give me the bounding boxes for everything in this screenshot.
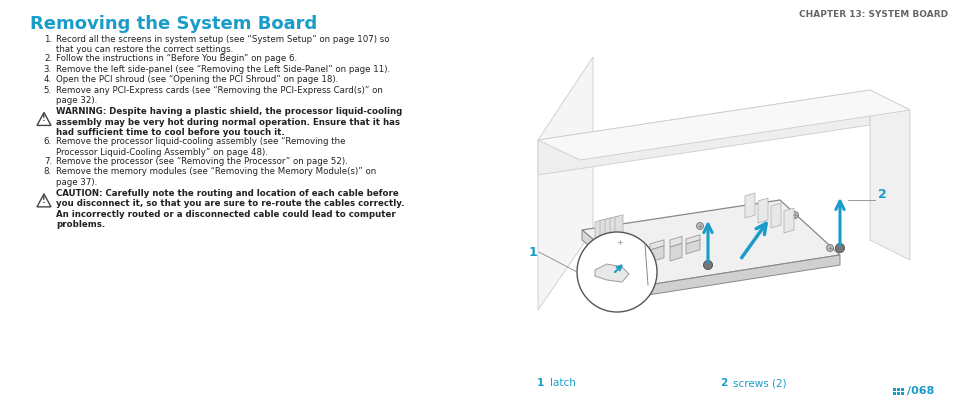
Polygon shape <box>647 255 840 295</box>
Circle shape <box>825 245 833 251</box>
Text: Remove the processor (see “Removing the Processor” on page 52).: Remove the processor (see “Removing the … <box>56 157 348 166</box>
Circle shape <box>702 260 712 270</box>
Text: Open the PCI shroud (see “Opening the PCI Shroud” on page 18).: Open the PCI shroud (see “Opening the PC… <box>56 75 338 85</box>
Text: screws (2): screws (2) <box>732 378 786 388</box>
Circle shape <box>835 243 843 253</box>
Text: 1: 1 <box>537 378 543 388</box>
Polygon shape <box>758 198 767 223</box>
Text: 1.: 1. <box>44 35 52 44</box>
Text: Remove the memory modules (see “Removing the Memory Module(s)” on
page 37).: Remove the memory modules (see “Removing… <box>56 167 375 187</box>
Polygon shape <box>685 235 700 244</box>
Text: Record all the screens in system setup (see “System Setup” on page 107) so
that : Record all the screens in system setup (… <box>56 35 389 54</box>
Text: 7.: 7. <box>44 157 52 166</box>
Polygon shape <box>649 246 663 262</box>
Text: !: ! <box>42 114 46 123</box>
Polygon shape <box>537 90 869 175</box>
Text: 8.: 8. <box>44 167 52 177</box>
Polygon shape <box>581 200 840 285</box>
Polygon shape <box>609 216 618 237</box>
Polygon shape <box>669 237 681 247</box>
Polygon shape <box>783 208 793 233</box>
Polygon shape <box>649 240 663 250</box>
Polygon shape <box>537 57 593 310</box>
Text: 4.: 4. <box>44 75 52 85</box>
Text: Follow the instructions in “Before You Begin” on page 6.: Follow the instructions in “Before You B… <box>56 54 296 64</box>
Text: !: ! <box>42 196 46 205</box>
Polygon shape <box>537 90 909 160</box>
Bar <box>892 388 895 391</box>
Text: Removing the System Board: Removing the System Board <box>30 15 317 33</box>
Bar <box>896 392 899 395</box>
Polygon shape <box>604 217 613 238</box>
Circle shape <box>616 239 623 245</box>
Polygon shape <box>581 230 647 295</box>
Bar <box>896 388 899 391</box>
Text: /068: /068 <box>906 386 933 396</box>
Text: 2: 2 <box>720 378 726 388</box>
Bar <box>900 388 903 391</box>
Polygon shape <box>869 90 909 260</box>
Text: latch: latch <box>550 378 576 388</box>
Text: 6.: 6. <box>44 137 52 146</box>
Text: Remove any PCI-Express cards (see “Removing the PCI-Express Card(s)” on
page 32): Remove any PCI-Express cards (see “Remov… <box>56 86 382 105</box>
Text: 2.: 2. <box>44 54 52 64</box>
Polygon shape <box>685 240 700 254</box>
Circle shape <box>791 212 798 218</box>
Polygon shape <box>595 220 602 240</box>
Text: Remove the left side-panel (see “Removing the Left Side-Panel” on page 11).: Remove the left side-panel (see “Removin… <box>56 65 390 74</box>
Polygon shape <box>744 193 754 218</box>
Circle shape <box>696 222 702 229</box>
Text: 1: 1 <box>528 245 537 258</box>
Circle shape <box>577 232 657 312</box>
Polygon shape <box>615 215 622 235</box>
Text: CAUTION: Carefully note the routing and location of each cable before
you discon: CAUTION: Carefully note the routing and … <box>56 189 404 229</box>
Text: CHAPTER 13: SYSTEM BOARD: CHAPTER 13: SYSTEM BOARD <box>798 10 947 19</box>
Text: 3.: 3. <box>44 65 52 74</box>
Polygon shape <box>770 203 781 228</box>
Text: WARNING: Despite having a plastic shield, the processor liquid-cooling
assembly : WARNING: Despite having a plastic shield… <box>56 108 402 137</box>
Bar <box>900 392 903 395</box>
Text: 2: 2 <box>877 189 886 202</box>
Bar <box>892 392 895 395</box>
Polygon shape <box>669 243 681 261</box>
Polygon shape <box>595 264 628 282</box>
Text: 5.: 5. <box>44 86 52 95</box>
Text: Remove the processor liquid-cooling assembly (see “Removing the
Processor Liquid: Remove the processor liquid-cooling asse… <box>56 137 345 157</box>
Polygon shape <box>599 218 607 239</box>
